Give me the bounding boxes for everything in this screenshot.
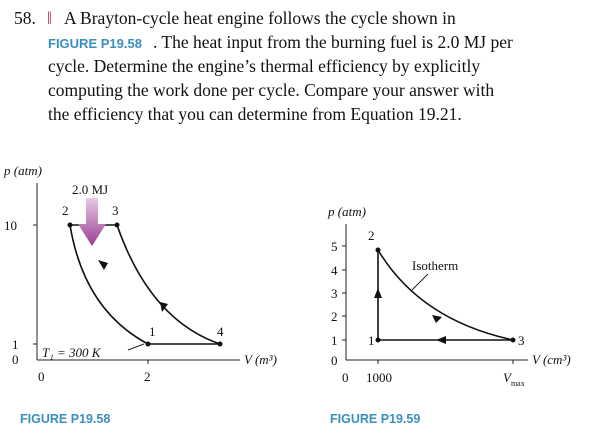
x-axis-label: V (cm³) (532, 352, 571, 367)
x-tick-label: 0 (38, 369, 45, 384)
y-tick-label: 3 (331, 286, 338, 301)
y-tick-label: 10 (4, 218, 17, 233)
figure-59: p (atm) V (cm³) 5 4 3 2 1 0 0 1000 Vmax … (327, 204, 571, 426)
curve-label: Isotherm (412, 258, 458, 273)
point-label: 3 (518, 333, 525, 348)
point-label: 4 (217, 324, 224, 339)
problem-line: computing the work done per cycle. Compa… (48, 80, 494, 100)
y-tick-label: 2 (331, 309, 338, 324)
y-tick-label: 0 (12, 352, 19, 367)
point-label: 1 (368, 333, 375, 348)
y-axis-label: p (atm) (327, 204, 366, 219)
x-max-subscript: max (511, 379, 525, 388)
x-tick-label: 1000 (366, 370, 392, 385)
x-tick-label: 2 (144, 369, 151, 384)
x-tick-label: 0 (342, 370, 349, 385)
y-tick-label: 4 (331, 263, 338, 278)
x-max: V (503, 370, 513, 385)
point-label: 2 (368, 228, 375, 243)
y-tick-label: 5 (331, 239, 338, 254)
x-axis-label: V (m³) (244, 352, 277, 367)
heat-label: 2.0 MJ (72, 182, 108, 197)
figure-caption: FIGURE P19.59 (330, 412, 420, 426)
y-tick-label: 1 (12, 337, 19, 352)
problem-line: cycle. Determine the engine’s thermal ef… (48, 56, 480, 76)
problem-line: the efficiency that you can determine fr… (48, 104, 462, 124)
problem-number: 58. (14, 8, 36, 28)
point-label: 2 (62, 203, 69, 218)
figure-58: p (atm) V (m³) 10 1 0 0 2 2.0 MJ 1 2 3 4… (3, 163, 277, 426)
temperature-label: T₁ = 300 K (42, 345, 102, 360)
figure-reference[interactable]: FIGURE P19.58 (48, 36, 142, 51)
difficulty: ‖ (47, 8, 52, 28)
point-label: 1 (149, 324, 156, 339)
x-max-label: Vmax (503, 370, 525, 388)
y-tick-label: 1 (331, 333, 338, 348)
problem-line: . The heat input from the burning fuel i… (153, 32, 513, 52)
y-tick-label: 0 (331, 353, 338, 368)
point-label: 3 (112, 203, 119, 218)
problem-line: A Brayton-cycle heat engine follows the … (64, 8, 456, 28)
y-axis-label: p (atm) (3, 163, 42, 178)
figure-caption: FIGURE P19.58 (20, 412, 110, 426)
